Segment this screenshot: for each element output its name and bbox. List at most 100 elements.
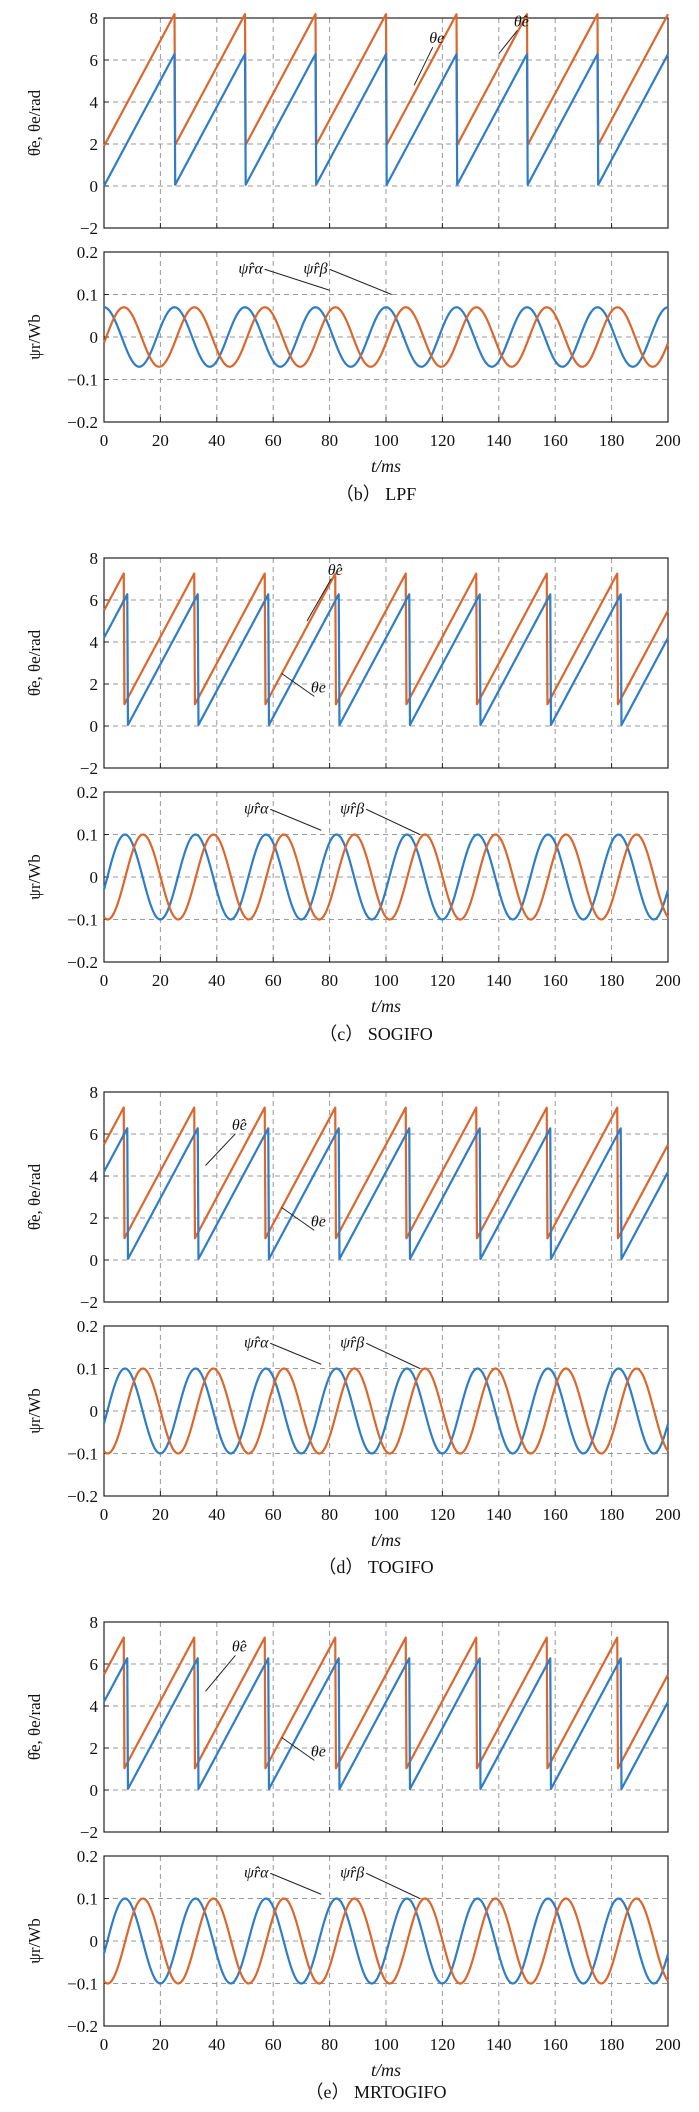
angle-ylabel: θ̂e, θe/rad: [25, 629, 44, 696]
y-tick-label: −0.2: [67, 413, 98, 432]
y-tick-label: 0.2: [77, 1317, 98, 1336]
flux-ylabel: ψr/Wb: [25, 854, 44, 900]
y-tick-label: 0.1: [77, 826, 98, 845]
x-tick-label: 60: [265, 2035, 282, 2054]
x-tick-label: 200: [655, 2035, 681, 2054]
label-leader: [329, 268, 392, 295]
x-axis-label: t/ms: [371, 996, 401, 1016]
x-tick-label: 40: [208, 971, 225, 990]
y-tick-label: 6: [90, 591, 99, 610]
angle-series-label: θe: [311, 679, 326, 696]
y-tick-label: 0.2: [77, 1847, 98, 1866]
x-tick-label: 160: [542, 971, 568, 990]
x-tick-label: 100: [373, 1505, 399, 1524]
y-tick-label: −0.1: [67, 1975, 98, 1994]
x-tick-label: 80: [321, 1505, 338, 1524]
flux-series-label: ψ̂rβ: [303, 260, 327, 277]
y-tick-label: 4: [90, 93, 99, 112]
y-tick-label: 4: [90, 633, 99, 652]
y-tick-label: −0.1: [67, 371, 98, 390]
flux-series-alpha: [102, 1367, 670, 1455]
x-tick-label: 160: [542, 2035, 568, 2054]
flux-axes: 0.2 0.1 0 −0.1 −0.2 ψr/Wb: [25, 243, 669, 432]
label-leader: [281, 1207, 315, 1231]
angle-ylabel: θ̂e, θe/rad: [25, 89, 44, 156]
angle-series-label: θ̂e: [232, 1117, 247, 1134]
x-axis-label: t/ms: [371, 1530, 401, 1550]
angle-axes: 8 6 4 2 0 −2 θ̂e, θe/rad: [25, 9, 669, 238]
label-leader: [270, 808, 322, 831]
label-leader: [498, 30, 518, 55]
label-leader: [281, 1737, 315, 1761]
y-tick-label: 0: [90, 1251, 99, 1270]
angle-ylabel: θ̂e, θe/rad: [25, 1163, 44, 1230]
label-leader: [413, 46, 434, 86]
x-axis-label: t/ms: [371, 2060, 401, 2080]
y-tick-label: 0: [90, 1932, 99, 1951]
x-tick-label: 40: [208, 431, 225, 450]
flux-series-label: ψ̂rβ: [340, 1334, 364, 1351]
angle-series-label: θ̂e: [514, 13, 529, 30]
x-tick-label: 0: [100, 2035, 109, 2054]
x-tick-label: 40: [208, 2035, 225, 2054]
angle-axes: 8 6 4 2 0 −2 θ̂e, θe/rad: [25, 1083, 669, 1312]
angle-series-label: θe: [429, 30, 444, 47]
angle-series-estimated: [103, 13, 669, 147]
x-tick-label: 20: [152, 971, 169, 990]
x-tick-label: 200: [655, 1505, 681, 1524]
angle-series-actual: [103, 52, 669, 187]
flux-series-label: ψ̂rβ: [340, 1864, 364, 1881]
flux-series-label: ψ̂rβ: [340, 800, 364, 817]
y-tick-label: 0: [90, 717, 99, 736]
flux-series-alpha: [102, 1897, 670, 1985]
y-tick-label: −0.2: [67, 1487, 98, 1506]
x-tick-label: 20: [152, 431, 169, 450]
angle-ylabel: θ̂e, θe/rad: [25, 1693, 44, 1760]
flux-ylabel: ψr/Wb: [25, 314, 44, 360]
flux-series-alpha: [103, 306, 669, 368]
flux-series-beta: [103, 1897, 669, 1985]
flux-axes: 0.2 0.1 0 −0.1 −0.2 ψr/Wb: [25, 1317, 669, 1506]
angle-series-label: θe: [311, 1213, 326, 1230]
x-tick-label: 80: [321, 2035, 338, 2054]
x-tick-label: 20: [152, 2035, 169, 2054]
y-tick-label: 8: [90, 1083, 99, 1102]
y-tick-label: −2: [80, 1293, 98, 1312]
x-tick-label: 180: [599, 1505, 625, 1524]
x-tick-label: 60: [265, 431, 282, 450]
x-tick-label: 100: [373, 971, 399, 990]
label-leader: [205, 1655, 236, 1692]
angle-series-actual: [103, 593, 669, 727]
x-tick-label: 120: [430, 971, 456, 990]
y-tick-label: 2: [90, 675, 99, 694]
x-tick-label: 40: [208, 1505, 225, 1524]
x-tick-label: 140: [486, 1505, 512, 1524]
flux-series-label: ψ̂rα: [238, 260, 263, 277]
flux-series-beta: [103, 1367, 669, 1455]
x-tick-label: 180: [599, 971, 625, 990]
angle-series-actual: [103, 1127, 669, 1261]
x-tick-label: 0: [100, 971, 109, 990]
y-tick-label: 6: [90, 1125, 99, 1144]
y-tick-label: 8: [90, 1613, 99, 1632]
x-tick-label: 100: [373, 2035, 399, 2054]
panel-caption: （d） TOGIFO: [318, 1557, 433, 1577]
x-tick-label: 200: [655, 431, 681, 450]
y-tick-label: 8: [90, 549, 99, 568]
y-tick-label: 0: [90, 177, 99, 196]
angle-series-label: θ̂e: [232, 1638, 247, 1655]
y-tick-label: 2: [90, 1209, 99, 1228]
y-tick-label: 0.1: [77, 1890, 98, 1909]
flux-series-label: ψ̂rα: [244, 1864, 269, 1881]
y-tick-label: 2: [90, 135, 99, 154]
x-tick-label: 120: [430, 2035, 456, 2054]
y-tick-label: 6: [90, 1655, 99, 1674]
y-tick-label: 2: [90, 1739, 99, 1758]
x-tick-label: 120: [430, 431, 456, 450]
label-leader: [365, 1872, 421, 1899]
angle-series-label: θ̂e: [328, 562, 343, 579]
